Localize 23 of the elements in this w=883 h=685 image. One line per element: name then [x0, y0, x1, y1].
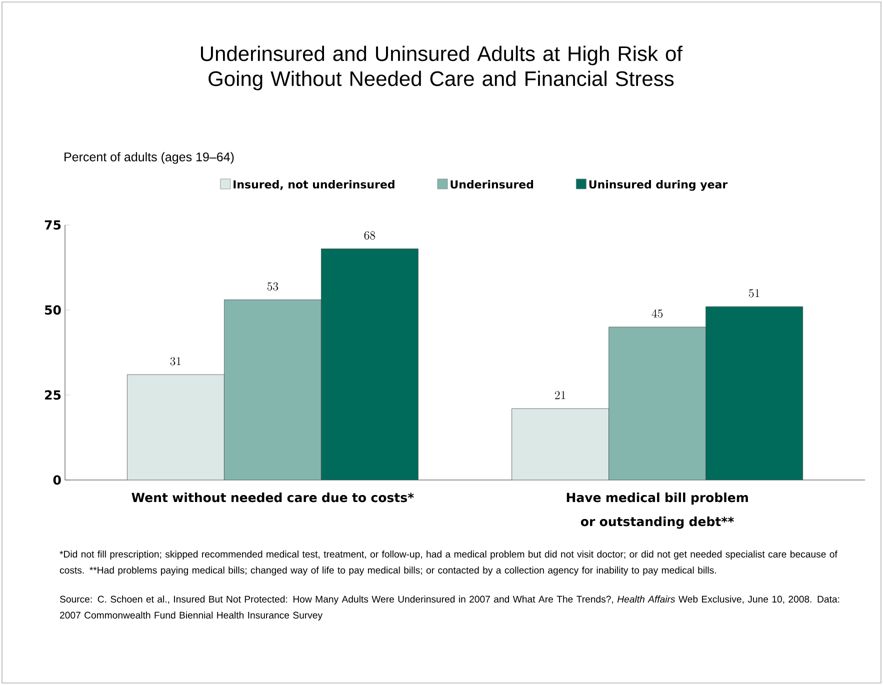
bar — [512, 408, 610, 480]
data-label: 53 — [267, 282, 278, 291]
y-tick-label: 0 — [53, 475, 61, 485]
x-tick-label: Went without needed care due to costs* — [132, 492, 414, 502]
text: Source: C. Schoen et al., Insured But Not Protected: How Many Adults Were Underinsured in 2007 and What Are The Trends?, Health Affairs Web Exclusive, June 10, 2008. Data: 2007 Commonwealth Fund Biennial Health Insurance Survey — [60, 596, 840, 620]
data-label: 31 — [170, 357, 181, 366]
y-tick-label: 75 — [44, 220, 61, 230]
data-label: 51 — [749, 289, 760, 298]
y-axis-title: Percent of adults (ages 19–64) — [64, 152, 234, 164]
text: *Did not fill prescription; skipped recommended medical test, treatment, or follow-up, had a medical problem but did not visit doctor; or did not get needed specialist care because of costs. **Had problems paying medical bills; changed way of life to pay medical bills; or contacted by a collection agency for inability to pay medical bills. — [60, 550, 838, 576]
data-label: 45 — [652, 309, 663, 318]
bar — [320, 248, 418, 480]
legend-label: Underinsured — [450, 180, 534, 189]
x-tick-label: Have medical bill problem or outstanding debt** — [566, 492, 748, 529]
legend-label: Uninsured during year — [589, 180, 728, 191]
bar — [706, 306, 804, 480]
data-label: 21 — [555, 391, 566, 400]
data-label: 68 — [364, 231, 376, 240]
bar — [126, 374, 224, 480]
y-tick-label: 25 — [45, 390, 61, 400]
y-tick-label: 50 — [45, 305, 61, 315]
chart-title: Underinsured and Uninsured Adults at High Risk of Going Without Needed Care and Financial Stress — [201, 46, 683, 90]
legend-label: Insured, not underinsured — [234, 180, 394, 190]
